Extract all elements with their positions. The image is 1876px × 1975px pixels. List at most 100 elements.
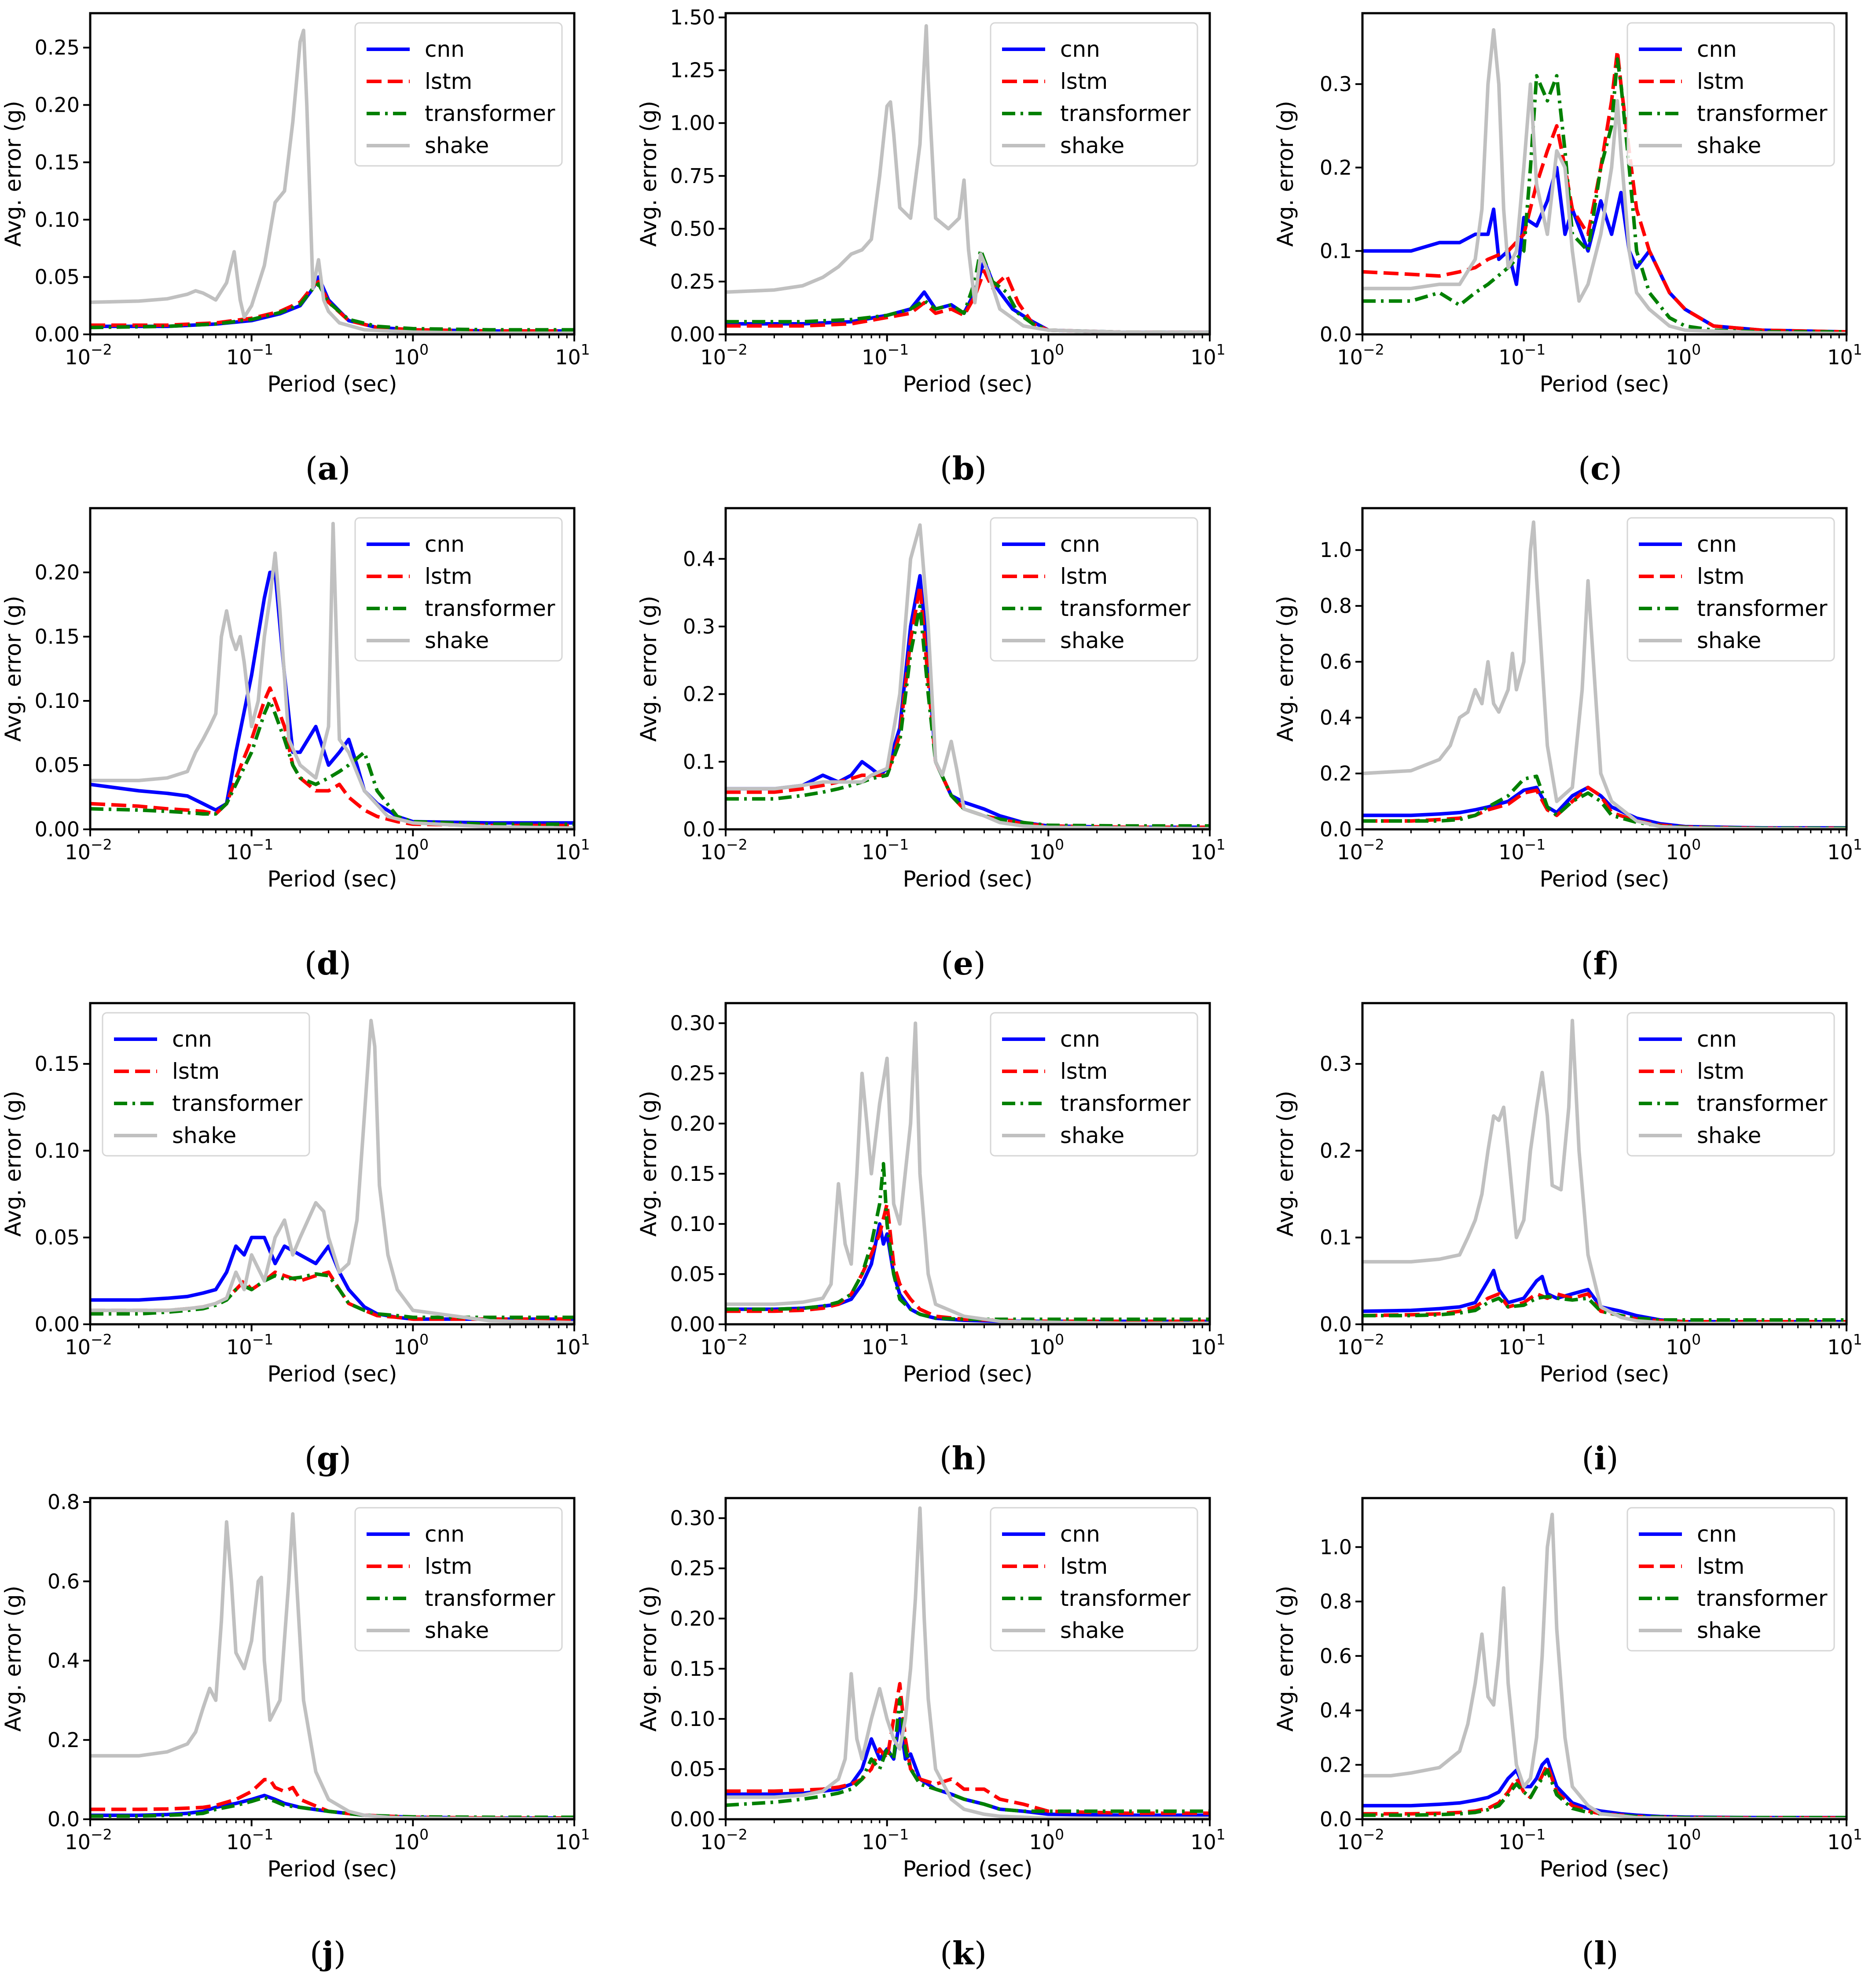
y-tick-label: 1.0	[1320, 1535, 1352, 1559]
legend-label-lstm: lstm	[1697, 1554, 1744, 1579]
series-line-shake	[1362, 28, 1847, 334]
y-tick-label: 0.0	[1320, 817, 1352, 841]
x-tick-label: 10−2	[65, 341, 112, 369]
subplot-caption: (a)	[305, 450, 351, 487]
series-line-lstm	[1362, 49, 1847, 334]
x-tick-label: 10−2	[1337, 1826, 1384, 1854]
subplot-caption: (i)	[1582, 1440, 1619, 1477]
y-tick-label: 0.20	[35, 93, 80, 117]
axes-frame	[1361, 507, 1848, 831]
series-line-transformer	[90, 282, 574, 332]
y-tick-label: 0.8	[1320, 594, 1352, 618]
legend-box	[354, 22, 563, 167]
legend-box	[102, 1012, 310, 1157]
legend-label-transformer: transformer	[1697, 596, 1828, 621]
subplot-j: 0.0 0.2 0.4 0.6 0.8 10−2 10−1 100 101 Period (sec…	[0, 1490, 590, 1972]
y-axis-label: Avg. error (g)	[636, 596, 661, 742]
y-tick-label: 0.05	[35, 1226, 80, 1249]
legend-label-cnn: cnn	[425, 1521, 465, 1547]
legend-label-transformer: transformer	[1060, 1091, 1191, 1116]
subplot-caption: (f)	[1581, 945, 1619, 982]
x-tick-label: 101	[1827, 1331, 1862, 1359]
legend-label-transformer: transformer	[1697, 1091, 1828, 1116]
legend-label-transformer: transformer	[1060, 596, 1191, 621]
x-tick-label: 10−1	[862, 836, 909, 864]
y-tick-label: 1.50	[670, 6, 715, 29]
legend-label-cnn: cnn	[172, 1026, 212, 1052]
legend-label-shake: shake	[1060, 1618, 1124, 1643]
y-tick-label: 0.1	[1320, 1226, 1352, 1249]
legend-label-transformer: transformer	[425, 1586, 555, 1611]
legend-label-transformer: transformer	[1697, 101, 1828, 126]
x-tick-label: 101	[1190, 341, 1226, 369]
x-tick-label: 10−2	[700, 341, 747, 369]
x-tick-label: 100	[1029, 1331, 1065, 1359]
legend: cnn lstm transformer shake	[1626, 1012, 1835, 1157]
x-tick-label: 100	[1029, 1826, 1065, 1854]
y-tick-label: 0.4	[48, 1649, 80, 1673]
x-tick-label: 10−2	[1337, 836, 1384, 864]
y-tick-label: 0.2	[1320, 762, 1352, 785]
subplot-k: 0.00 0.05 0.10 0.15 0.20 0.25 0.30 10−2 10−1 100 1…	[636, 1497, 1226, 1972]
x-tick-label: 10−1	[1498, 341, 1546, 369]
x-tick-label: 10−2	[1337, 341, 1384, 369]
legend-label-shake: shake	[172, 1123, 236, 1148]
x-tick-label: 10−1	[1498, 836, 1546, 864]
y-axis-label: Avg. error (g)	[636, 1586, 661, 1732]
legend-box	[990, 517, 1198, 662]
y-tick-label: 0.10	[670, 1707, 715, 1731]
plot-area	[726, 1506, 1210, 1819]
x-tick-label: 10−1	[226, 341, 273, 369]
y-tick-label: 0.15	[670, 1162, 715, 1186]
series-line-transformer	[1362, 1294, 1847, 1322]
y-tick-label: 0.15	[35, 1052, 80, 1076]
y-axis-label: Avg. error (g)	[0, 1091, 26, 1237]
series-line-transformer	[1362, 1768, 1847, 1819]
y-tick-label: 0.1	[1320, 239, 1352, 263]
legend-box	[990, 22, 1198, 167]
y-tick-label: 0.20	[35, 561, 80, 584]
y-tick-label: 0.10	[35, 689, 80, 713]
subplot-caption: (e)	[941, 945, 986, 982]
legend-label-transformer: transformer	[425, 101, 555, 126]
legend-box	[1626, 517, 1835, 662]
x-tick-label: 10−1	[1498, 1826, 1546, 1854]
series-line-shake	[1362, 1513, 1847, 1819]
series-line-lstm	[90, 686, 574, 828]
x-tick-label: 101	[555, 1331, 590, 1359]
series-line-shake	[90, 1019, 574, 1324]
y-tick-label: 0.6	[48, 1569, 80, 1593]
plot-area	[90, 29, 574, 334]
y-tick-label: 0.05	[670, 1262, 715, 1286]
legend-label-lstm: lstm	[425, 69, 472, 94]
y-axis-label: Avg. error (g)	[0, 101, 26, 247]
legend: cnn lstm transformer shake	[990, 1507, 1198, 1652]
y-tick-label: 0.10	[35, 208, 80, 231]
series-line-shake	[726, 24, 1210, 334]
legend: cnn lstm transformer shake	[102, 1012, 310, 1157]
plot-area	[1362, 520, 1847, 829]
y-tick-label: 0.0	[683, 817, 715, 841]
subplot-e: 0.0 0.1 0.2 0.3 0.4 10−2 10−1 100 101 Period (sec…	[636, 507, 1226, 982]
plot-area	[726, 1021, 1210, 1324]
series-line-shake	[726, 1506, 1210, 1819]
legend-box	[354, 1507, 563, 1652]
y-tick-label: 0.15	[35, 150, 80, 174]
legend-label-shake: shake	[425, 133, 489, 158]
series-line-transformer	[90, 699, 574, 826]
legend-label-cnn: cnn	[1060, 37, 1100, 62]
y-tick-label: 0.0	[48, 1807, 80, 1831]
y-axis-label: Avg. error (g)	[636, 101, 661, 247]
y-tick-label: 0.05	[35, 265, 80, 289]
x-tick-label: 10−2	[65, 1331, 112, 1359]
x-axis-label: Period (sec)	[1539, 866, 1669, 892]
legend-label-transformer: transformer	[1697, 1586, 1828, 1611]
legend-label-lstm: lstm	[425, 564, 472, 589]
legend-label-lstm: lstm	[1697, 69, 1744, 94]
legend-label-transformer: transformer	[425, 596, 555, 621]
legend-label-transformer: transformer	[172, 1091, 303, 1116]
legend-label-shake: shake	[1697, 133, 1761, 158]
subplot-caption: (k)	[940, 1935, 987, 1972]
axes-frame	[724, 507, 1211, 831]
y-tick-label: 0.3	[683, 615, 715, 638]
